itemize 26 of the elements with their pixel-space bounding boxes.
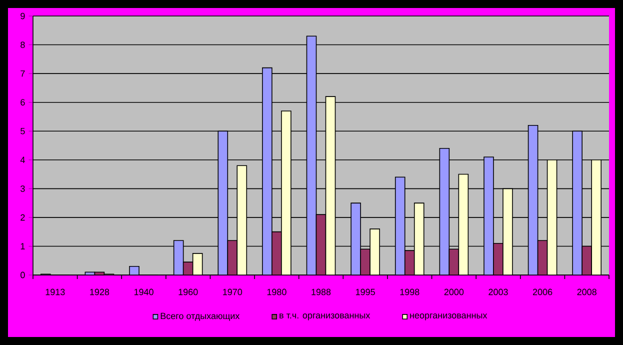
x-tick-label: 1998 [400,288,420,296]
y-tick-label: 9 [20,12,25,20]
x-tick-label: 1928 [90,288,110,296]
x-tick-label: 1970 [223,288,242,296]
y-tick-label: 1 [20,243,25,250]
y-tick-label: 6 [20,99,25,106]
y-tick-label: 5 [20,128,25,134]
x-tick-label: 1913 [46,288,65,296]
legend-label: неорганизованных [410,314,488,320]
y-tick-label: 8 [20,42,25,48]
y-tick-label: 7 [20,70,25,77]
x-tick-label: 2003 [488,288,508,296]
x-tick-label: 1940 [134,288,154,296]
y-tick-label: 4 [20,156,25,163]
x-tick-label: 1995 [356,288,375,296]
x-tick-label: 2000 [444,288,464,296]
x-tick-label: 2006 [532,288,552,296]
x-tick-label: 1980 [267,288,286,296]
y-tick-label: 3 [20,185,25,192]
y-tick-label: 0 [20,272,25,278]
legend-label: Всего отдыхающих [160,312,240,321]
x-tick-label: 1988 [312,288,331,296]
x-tick-label: 2008 [577,288,596,296]
x-tick-label: 1960 [178,288,198,296]
legend-label: в т.ч. организованных [280,314,370,320]
y-tick-label: 2 [20,214,25,221]
